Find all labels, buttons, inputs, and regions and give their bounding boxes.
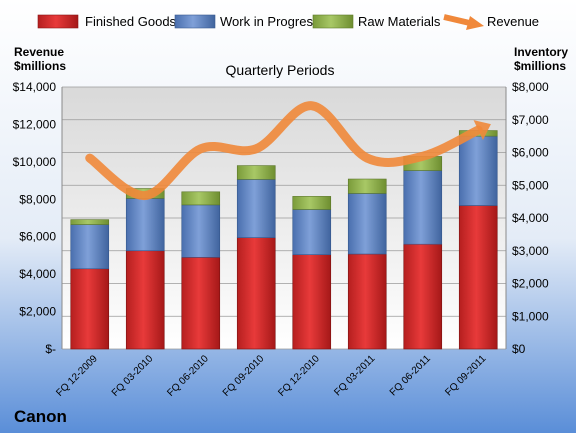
left-tick-label: $12,000	[13, 117, 57, 131]
legend: Finished Goods Work in Progress Raw Mate…	[37, 14, 539, 30]
revenue-arrowhead	[473, 120, 491, 140]
company-label: Canon	[14, 407, 67, 426]
right-tick-label: $1,000	[512, 309, 549, 323]
legend-swatch-finished-goods	[37, 14, 79, 29]
bar-finished-goods	[125, 250, 165, 350]
bar-finished-goods	[181, 256, 221, 350]
bar-finished-goods	[458, 205, 498, 350]
bar-raw-materials	[181, 191, 221, 206]
right-axis-label-line2: $millions	[514, 59, 566, 73]
bar-raw-materials	[292, 196, 332, 210]
left-axis-label-line1: Revenue	[14, 45, 64, 59]
legend-label-revenue: Revenue	[487, 14, 539, 29]
bar-work-in-progress	[70, 224, 110, 270]
left-tick-label: $10,000	[13, 155, 57, 169]
right-tick-label: $8,000	[512, 80, 549, 94]
right-tick-label: $2,000	[512, 277, 549, 291]
bar-finished-goods	[403, 243, 443, 350]
bar-work-in-progress	[181, 204, 221, 258]
right-tick-label: $7,000	[512, 113, 549, 127]
bar-work-in-progress	[458, 135, 498, 206]
right-tick-label: $6,000	[512, 146, 549, 160]
legend-swatch-work-in-progress	[174, 14, 216, 29]
left-axis-label-line2: $millions	[14, 59, 66, 73]
right-axis-ticks: $0 $1,000 $2,000 $3,000 $4,000 $5,000 $6,000 $7…	[512, 80, 549, 356]
revenue-line	[85, 101, 491, 201]
bar-work-in-progress	[347, 193, 387, 255]
left-tick-label: $14,000	[13, 80, 57, 94]
bar-work-in-progress	[236, 179, 276, 238]
bar-finished-goods	[292, 254, 332, 350]
bar-raw-materials	[236, 165, 276, 180]
left-axis-ticks: $- $2,000 $4,000 $6,000 $8,000 $10,000 $12,000…	[13, 80, 57, 356]
legend-label-raw-materials: Raw Materials	[358, 14, 441, 29]
bar-raw-materials	[70, 219, 110, 225]
bar-work-in-progress	[292, 209, 332, 255]
legend-swatch-raw-materials	[312, 14, 354, 29]
right-tick-label: $4,000	[512, 211, 549, 225]
right-axis-label-line1: Inventory	[514, 45, 568, 59]
bar-work-in-progress	[403, 170, 443, 245]
series-line-revenue	[85, 101, 483, 201]
bar-finished-goods	[236, 237, 276, 350]
legend-label-finished-goods: Finished Goods	[85, 14, 177, 29]
bar-raw-materials	[347, 178, 387, 194]
left-tick-label: $4,000	[19, 267, 56, 281]
legend-arrowhead-revenue	[466, 16, 484, 30]
right-tick-label: $0	[512, 342, 526, 356]
right-tick-label: $5,000	[512, 178, 549, 192]
chart-title: Quarterly Periods	[226, 62, 335, 78]
bar-finished-goods	[70, 268, 110, 350]
bars	[70, 130, 498, 350]
right-tick-label: $3,000	[512, 244, 549, 258]
legend-label-work-in-progress: Work in Progress	[220, 14, 320, 29]
left-tick-label: $6,000	[19, 230, 56, 244]
bar-work-in-progress	[125, 198, 165, 252]
left-tick-label: $8,000	[19, 192, 56, 206]
bar-finished-goods	[347, 253, 387, 350]
left-tick-label: $2,000	[19, 305, 56, 319]
left-tick-label: $-	[45, 342, 56, 356]
